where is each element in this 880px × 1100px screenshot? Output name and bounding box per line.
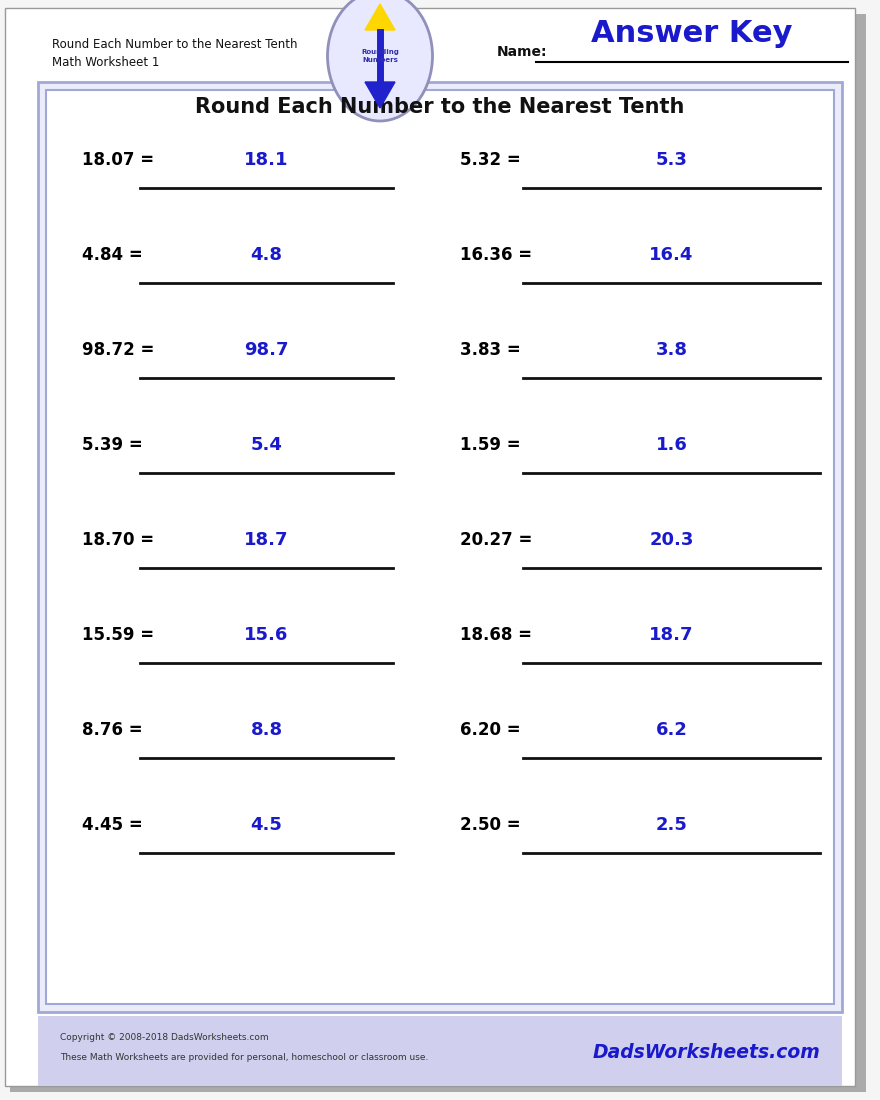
Text: Copyright © 2008-2018 DadsWorksheets.com: Copyright © 2008-2018 DadsWorksheets.com — [60, 1034, 268, 1043]
Text: 2.50 =: 2.50 = — [460, 816, 521, 834]
Text: 18.68 =: 18.68 = — [460, 626, 532, 644]
FancyBboxPatch shape — [5, 8, 855, 1086]
FancyBboxPatch shape — [10, 14, 866, 1092]
Text: 18.70 =: 18.70 = — [82, 531, 154, 549]
Text: Round Each Number to the Nearest Tenth: Round Each Number to the Nearest Tenth — [195, 97, 685, 117]
Text: 5.39 =: 5.39 = — [82, 436, 143, 454]
Text: 16.4: 16.4 — [649, 246, 693, 264]
Text: 5.32 =: 5.32 = — [460, 151, 521, 169]
FancyBboxPatch shape — [38, 82, 842, 1012]
Text: 5.4: 5.4 — [251, 436, 282, 454]
Text: 2.5: 2.5 — [656, 816, 687, 834]
Text: These Math Worksheets are provided for personal, homeschool or classroom use.: These Math Worksheets are provided for p… — [60, 1054, 429, 1063]
Text: 1.6: 1.6 — [656, 436, 687, 454]
Text: 15.59 =: 15.59 = — [82, 626, 154, 644]
FancyBboxPatch shape — [46, 90, 834, 1004]
Polygon shape — [365, 4, 395, 30]
Text: Answer Key: Answer Key — [591, 20, 793, 48]
Text: Rounding
Numbers: Rounding Numbers — [361, 50, 399, 63]
Text: 4.45 =: 4.45 = — [82, 816, 143, 834]
Text: Round Each Number to the Nearest Tenth: Round Each Number to the Nearest Tenth — [52, 37, 297, 51]
Text: 3.8: 3.8 — [656, 341, 687, 359]
Text: DadsWorksheets.com: DadsWorksheets.com — [592, 1043, 820, 1062]
Text: 20.3: 20.3 — [649, 531, 693, 549]
Text: 98.7: 98.7 — [245, 341, 289, 359]
Text: 18.1: 18.1 — [245, 151, 289, 169]
Text: 18.7: 18.7 — [649, 626, 693, 644]
Text: 8.76 =: 8.76 = — [82, 720, 143, 739]
Text: 18.07 =: 18.07 = — [82, 151, 154, 169]
Text: 98.72 =: 98.72 = — [82, 341, 154, 359]
Text: 5.3: 5.3 — [656, 151, 687, 169]
Text: 15.6: 15.6 — [245, 626, 289, 644]
Text: 4.8: 4.8 — [251, 246, 282, 264]
Polygon shape — [365, 82, 395, 108]
Text: Math Worksheet 1: Math Worksheet 1 — [52, 55, 159, 68]
Text: Name:: Name: — [497, 45, 547, 59]
Text: 16.36 =: 16.36 = — [460, 246, 532, 264]
Text: 6.2: 6.2 — [656, 720, 687, 739]
Text: 4.84 =: 4.84 = — [82, 246, 143, 264]
Text: 4.5: 4.5 — [251, 816, 282, 834]
Ellipse shape — [327, 0, 432, 121]
Text: 1.59 =: 1.59 = — [460, 436, 521, 454]
Text: 6.20 =: 6.20 = — [460, 720, 521, 739]
FancyBboxPatch shape — [38, 1016, 842, 1086]
Text: 3.83 =: 3.83 = — [460, 341, 521, 359]
Text: 18.7: 18.7 — [245, 531, 289, 549]
Text: 8.8: 8.8 — [251, 720, 282, 739]
Text: 20.27 =: 20.27 = — [460, 531, 532, 549]
